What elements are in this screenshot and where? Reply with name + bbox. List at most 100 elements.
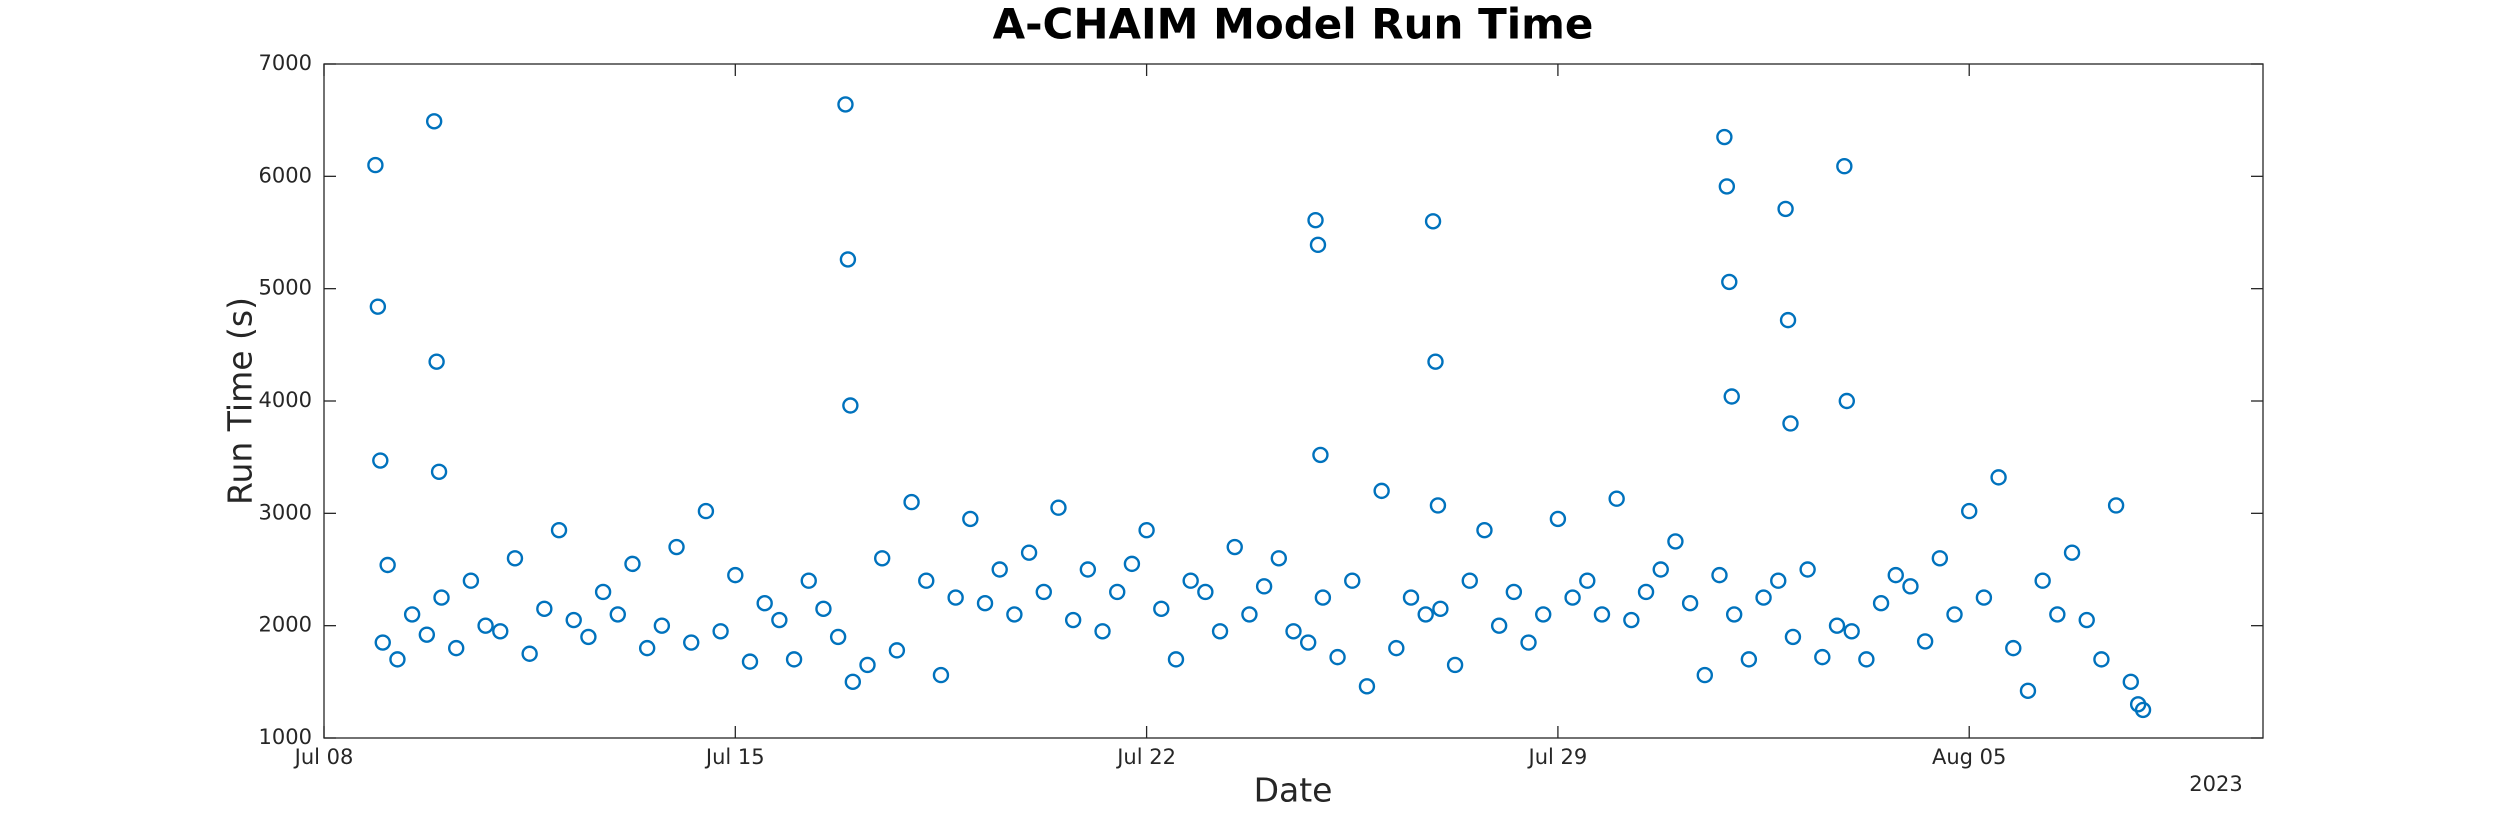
data-point <box>1461 572 1478 589</box>
data-point <box>1872 595 1890 612</box>
data-point <box>550 521 568 539</box>
x-tick-label: Jul 22 <box>1115 745 1176 769</box>
data-point <box>1476 521 1493 539</box>
data-point <box>697 502 715 520</box>
data-point <box>1344 572 1361 589</box>
data-point <box>918 572 935 589</box>
x-tick-label: Jul 15 <box>704 745 765 769</box>
data-point <box>1432 600 1449 618</box>
data-point <box>683 634 700 651</box>
data-point <box>873 550 891 567</box>
data-point <box>1490 617 1508 634</box>
data-point <box>1721 273 1738 291</box>
data-point <box>1814 648 1831 666</box>
data-point <box>1681 595 1699 612</box>
plot-frame <box>323 63 2264 739</box>
data-point <box>1138 521 1155 539</box>
data-point <box>1520 634 1537 651</box>
data-point <box>839 251 857 268</box>
data-point <box>1784 628 1802 646</box>
data-point <box>1779 311 1797 329</box>
data-point <box>1931 550 1949 567</box>
data-point <box>372 452 389 469</box>
data-point <box>594 583 612 601</box>
data-point <box>837 96 854 113</box>
data-point <box>859 656 876 674</box>
data-point <box>1167 651 1185 668</box>
data-point <box>1109 583 1126 601</box>
data-point <box>2063 544 2081 561</box>
data-point <box>1799 561 1816 578</box>
data-point <box>2005 639 2022 657</box>
data-point <box>771 611 788 629</box>
data-point <box>991 561 1008 578</box>
data-point <box>1652 561 1669 578</box>
data-point <box>1740 651 1758 668</box>
data-point <box>492 623 509 640</box>
data-point <box>1312 446 1329 464</box>
data-point <box>1782 415 1799 432</box>
data-point <box>1505 583 1523 601</box>
data-point <box>1755 589 1772 606</box>
data-point <box>1579 572 1596 589</box>
data-point <box>580 628 597 646</box>
data-point <box>1358 678 1376 695</box>
data-point <box>1388 639 1405 657</box>
data-point <box>1329 648 1346 666</box>
data-point <box>1226 538 1243 556</box>
data-point <box>1608 490 1625 507</box>
data-point <box>1716 128 1733 146</box>
data-point <box>903 493 920 511</box>
data-point <box>2134 701 2152 719</box>
x-tick-label: Jul 08 <box>293 745 354 769</box>
data-point <box>2107 497 2125 514</box>
data-point <box>1123 555 1141 573</box>
data-point <box>1309 236 1327 254</box>
data-point <box>462 572 480 589</box>
data-point <box>1255 578 1273 595</box>
data-point <box>800 572 817 589</box>
data-point <box>1307 211 1324 229</box>
data-point <box>1887 566 1904 584</box>
data-point <box>1020 544 1038 561</box>
data-point <box>976 595 994 612</box>
data-point <box>1858 651 1875 668</box>
data-point <box>425 113 443 130</box>
data-point <box>1836 158 1853 175</box>
data-point <box>565 611 582 629</box>
data-point <box>2049 606 2066 623</box>
data-point <box>741 653 759 670</box>
data-point <box>1285 623 1302 640</box>
data-point <box>842 397 859 414</box>
data-point <box>418 626 436 643</box>
data-point <box>624 555 641 573</box>
data-point <box>2093 651 2110 668</box>
data-point <box>638 639 656 657</box>
data-point <box>668 538 685 556</box>
data-point <box>1402 589 1420 606</box>
data-point <box>1916 633 1934 650</box>
data-point <box>712 623 729 640</box>
data-point <box>1990 469 2007 486</box>
data-point <box>1667 533 1684 550</box>
x-year-label: 2023 <box>2189 772 2242 796</box>
data-point <box>389 651 406 668</box>
data-point <box>1299 634 1317 651</box>
data-point <box>367 156 384 174</box>
data-point <box>1373 482 1390 500</box>
data-point <box>1094 623 1111 640</box>
data-point <box>506 550 524 567</box>
data-point <box>1153 600 1170 618</box>
data-point <box>1417 606 1434 623</box>
data-point <box>1079 561 1097 578</box>
data-point <box>2019 682 2037 700</box>
data-point <box>1424 213 1442 230</box>
data-point <box>1718 178 1736 195</box>
data-point <box>521 645 538 662</box>
x-axis-label: Date <box>1254 771 1333 810</box>
data-point <box>374 634 391 651</box>
data-point <box>379 556 396 574</box>
data-point <box>932 666 950 684</box>
data-point <box>1006 606 1023 623</box>
